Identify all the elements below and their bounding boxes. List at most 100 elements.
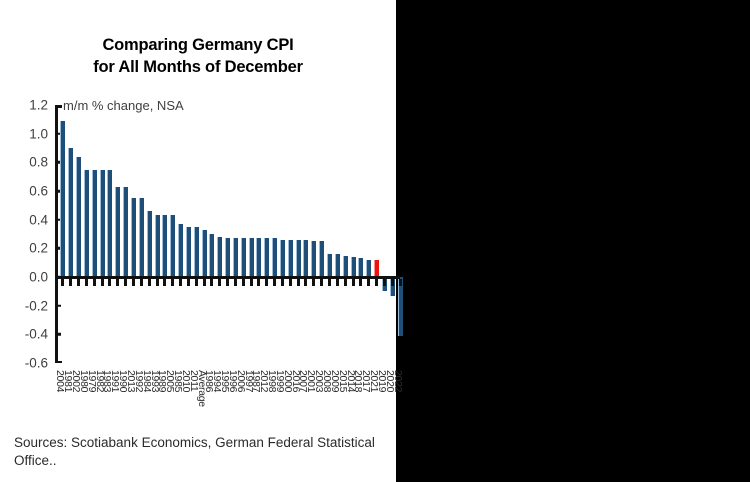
x-axis-tick xyxy=(328,278,331,286)
bar xyxy=(232,238,238,277)
x-axis-tick xyxy=(179,278,183,286)
x-axis-tick xyxy=(69,278,73,286)
x-axis-tick xyxy=(218,278,222,286)
chart-title-line-2: for All Months of December xyxy=(93,58,303,76)
x-axis-tick xyxy=(77,278,81,286)
bar xyxy=(358,258,364,277)
bar xyxy=(99,169,105,277)
bar xyxy=(83,169,89,277)
y-axis-tick xyxy=(55,304,61,307)
y-axis-tick xyxy=(55,189,61,193)
bar xyxy=(272,238,278,277)
x-axis-tick xyxy=(375,278,379,286)
y-axis-line xyxy=(55,105,58,363)
chart-subtitle: m/m % change, NSA xyxy=(63,98,184,113)
x-axis-tick xyxy=(265,278,269,286)
y-axis-tick xyxy=(55,132,61,135)
x-axis-labels: 2004 1981 2002 1980 1979 1982 1983 1991 1990 2013… xyxy=(54,370,403,430)
x-axis-tick xyxy=(241,278,245,286)
bar xyxy=(279,239,285,277)
bar xyxy=(170,215,176,277)
bar xyxy=(248,238,254,277)
bar xyxy=(76,156,82,277)
x-axis-tick xyxy=(194,278,198,286)
x-axis-tick xyxy=(398,278,402,286)
y-axis-tick-label: 0.6 xyxy=(29,183,48,199)
x-axis-tick xyxy=(186,278,190,286)
x-axis-tick xyxy=(92,278,96,286)
y-axis-tick-label: -0.6 xyxy=(24,355,48,371)
x-axis-tick xyxy=(163,278,167,286)
x-axis-tick xyxy=(171,278,175,286)
chart-title: Comparing Germany CPI for All Months of … xyxy=(0,34,396,78)
x-axis-tick xyxy=(147,278,151,286)
y-axis-tick-label: 1.0 xyxy=(29,126,48,142)
bar xyxy=(350,256,356,277)
bar xyxy=(178,223,184,277)
bar xyxy=(342,255,348,277)
bar xyxy=(374,259,380,277)
bar xyxy=(115,186,121,277)
bar xyxy=(154,215,160,277)
bar xyxy=(287,239,293,277)
chart-panel: Comparing Germany CPI for All Months of … xyxy=(0,0,404,482)
x-axis-tick xyxy=(382,278,386,286)
y-axis-tick xyxy=(55,161,61,164)
bar xyxy=(209,234,215,277)
y-axis-tick xyxy=(55,333,61,336)
bar xyxy=(185,226,191,277)
y-axis-tick-label: 0.2 xyxy=(29,240,48,256)
x-axis-tick xyxy=(202,278,206,286)
y-axis-labels: 1.2 1.0 0.8 0.6 0.4 0.2 0.0 -0.2 -0.4 -0.6 xyxy=(0,98,48,371)
bar xyxy=(311,241,317,277)
x-axis-tick xyxy=(304,278,308,286)
y-axis-tick xyxy=(55,218,61,221)
x-axis-tick xyxy=(233,278,237,286)
source-note: Sources: Scotiabank Economics, German Fe… xyxy=(14,435,375,468)
bar xyxy=(201,229,207,277)
bar xyxy=(162,215,168,277)
x-axis-tick xyxy=(351,278,355,286)
y-axis-tick-label: 0.4 xyxy=(29,212,48,228)
bar xyxy=(130,198,136,277)
x-axis-tick xyxy=(249,278,253,286)
x-axis-tick xyxy=(288,278,292,286)
y-axis-tick-label: -0.2 xyxy=(24,298,48,314)
x-axis-tick-label: 2022 xyxy=(391,370,404,393)
y-axis-bottom-cap xyxy=(55,360,62,363)
y-axis-tick-label: 0.0 xyxy=(29,269,48,285)
y-axis-tick xyxy=(55,247,61,250)
x-axis-tick xyxy=(296,278,300,286)
bar xyxy=(60,120,66,277)
x-axis-tick xyxy=(367,278,371,286)
x-axis-tick xyxy=(335,278,339,286)
bar xyxy=(217,236,223,277)
x-axis-tick xyxy=(139,278,143,286)
bar xyxy=(366,259,372,277)
x-axis-tick xyxy=(155,278,159,286)
x-axis-tick xyxy=(359,278,363,286)
x-axis-tick xyxy=(226,278,230,286)
x-axis-tick xyxy=(343,278,347,286)
x-axis-tick xyxy=(257,278,261,286)
x-axis-tick xyxy=(84,278,88,286)
x-axis-zero-line xyxy=(55,275,400,279)
bar xyxy=(107,169,113,277)
y-axis-tick-label: -0.4 xyxy=(24,326,48,342)
plot-area xyxy=(55,105,403,363)
bar xyxy=(256,238,262,277)
bar xyxy=(193,226,199,277)
bar xyxy=(123,186,129,277)
bar xyxy=(303,239,309,277)
bar xyxy=(225,238,231,277)
bar xyxy=(327,254,332,277)
x-axis-tick xyxy=(280,278,284,286)
bar xyxy=(334,254,340,277)
bar xyxy=(389,277,395,296)
x-axis-tick xyxy=(100,278,104,286)
chart-title-line-1: Comparing Germany CPI xyxy=(102,36,294,54)
bar xyxy=(146,211,152,277)
bar xyxy=(240,238,246,277)
bar xyxy=(68,148,74,277)
